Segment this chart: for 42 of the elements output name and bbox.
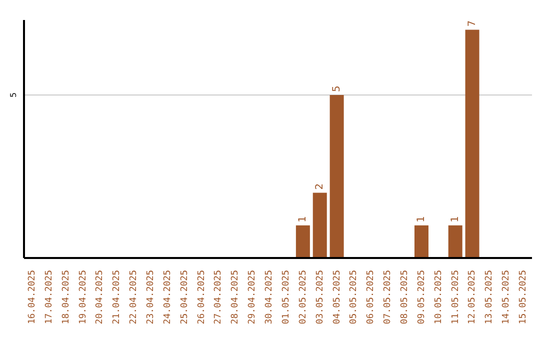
bar [448, 225, 462, 258]
x-tick-label: 08.05.2025 [400, 270, 410, 324]
x-tick-label: 22.04.2025 [129, 270, 140, 324]
x-tick-label: 03.05.2025 [315, 270, 326, 324]
data-label: 1 [450, 216, 461, 222]
x-tick-label: 06.05.2025 [366, 270, 376, 324]
x-tick-label: 19.04.2025 [78, 270, 88, 324]
x-tick-label: 30.04.2025 [264, 270, 275, 324]
x-tick-label: 28.04.2025 [230, 270, 241, 324]
x-tick-label: 05.05.2025 [349, 270, 360, 324]
x-tick-label: 02.05.2025 [298, 270, 308, 324]
x-tick-label: 04.05.2025 [332, 270, 342, 324]
x-tick-label: 26.04.2025 [196, 270, 207, 324]
x-tick-label: 20.04.2025 [95, 270, 106, 324]
x-tick-label: 01.05.2025 [281, 270, 292, 324]
x-tick-label: 10.05.2025 [434, 270, 444, 324]
x-tick-label: 14.05.2025 [502, 270, 512, 324]
x-tick-label: 29.04.2025 [248, 270, 258, 324]
bar [465, 30, 480, 258]
data-label: 2 [314, 183, 326, 190]
x-tick-label: 18.04.2025 [61, 270, 72, 324]
x-tick-label: 24.04.2025 [162, 270, 173, 324]
x-tick-label: 25.04.2025 [180, 270, 190, 324]
x-tick-label: 23.04.2025 [146, 270, 156, 324]
bar [414, 225, 428, 258]
x-tick-label: 13.05.2025 [484, 270, 495, 324]
bar [296, 225, 310, 258]
x-tick-label: 21.04.2025 [112, 270, 122, 324]
x-tick-label: 16.04.2025 [27, 270, 38, 324]
x-tick-label: 17.04.2025 [44, 270, 54, 324]
x-tick-label: 27.04.2025 [214, 270, 224, 324]
data-label: 1 [297, 216, 308, 222]
data-label: 1 [416, 216, 427, 222]
x-tick-label: 11.05.2025 [450, 270, 461, 324]
bar [330, 94, 344, 258]
bar [312, 192, 327, 258]
x-tick-label: 07.05.2025 [383, 270, 394, 324]
data-label: 5 [331, 86, 342, 92]
x-tick-label: 09.05.2025 [416, 270, 427, 324]
data-label: 7 [466, 20, 478, 27]
x-tick-label: 12.05.2025 [468, 270, 478, 324]
x-tick-label: 15.05.2025 [518, 270, 529, 324]
